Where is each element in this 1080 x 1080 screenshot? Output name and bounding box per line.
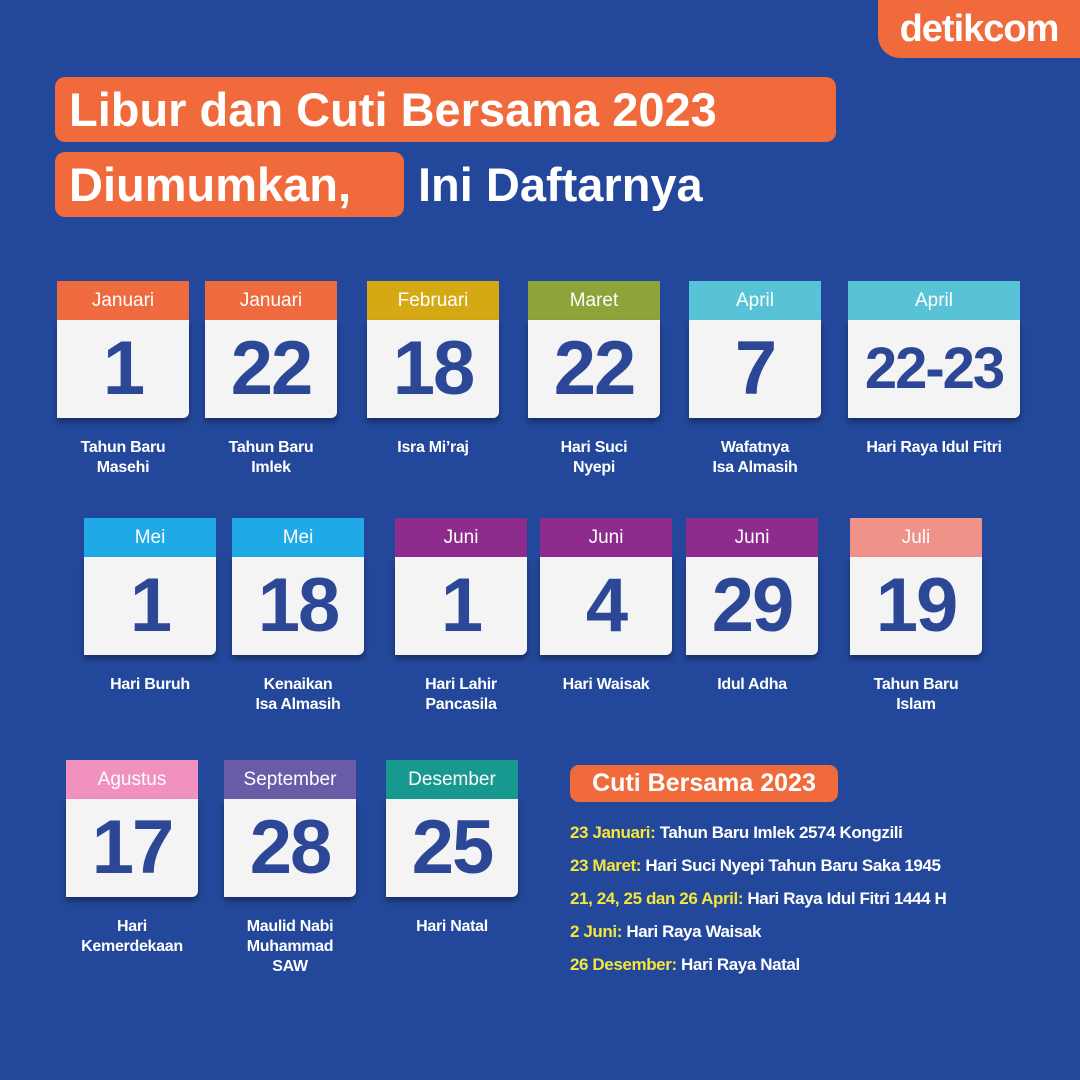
holiday-name: Tahun Baru Masehi — [80, 439, 166, 476]
calendar-month: September — [224, 760, 356, 799]
cuti-date: 23 Maret: — [570, 856, 642, 875]
calendar-day: 19 — [850, 557, 982, 655]
calendar-card: April 22-23 Hari Raya Idul Fitri — [848, 281, 1020, 458]
title-line-2-rest: Ini Daftarnya — [418, 158, 703, 211]
calendar-day: 1 — [84, 557, 216, 655]
calendar-day: 1 — [57, 320, 189, 418]
calendar-card: September 28 Maulid Nabi Muhammad SAW — [224, 760, 356, 977]
detikcom-logo: detikcom — [878, 0, 1080, 58]
cuti-item: 26 Desember: Hari Raya Natal — [570, 955, 946, 988]
calendar-day: 17 — [66, 799, 198, 897]
holiday-name: Tahun Baru Imlek — [228, 439, 314, 476]
calendar-month: Juni — [686, 518, 818, 557]
calendar-month: Februari — [367, 281, 499, 320]
holiday-name: Hari Lahir Pancasila — [425, 676, 497, 713]
calendar-month: Mei — [84, 518, 216, 557]
calendar-day: 28 — [224, 799, 356, 897]
calendar-month: Juni — [540, 518, 672, 557]
holiday-name: Kenaikan Isa Almasih — [255, 676, 341, 713]
calendar-month: Agustus — [66, 760, 198, 799]
cuti-item: 23 Maret: Hari Suci Nyepi Tahun Baru Sak… — [570, 856, 946, 889]
holiday-name: Wafatnya Isa Almasih — [712, 439, 798, 476]
calendar-card: Mei 18 Kenaikan Isa Almasih — [232, 518, 364, 715]
cuti-item: 21, 24, 25 dan 26 April: Hari Raya Idul … — [570, 889, 947, 922]
calendar-card: Februari 18 Isra Mi’raj — [367, 281, 499, 458]
calendar-month: Mei — [232, 518, 364, 557]
cuti-desc: Hari Suci Nyepi Tahun Baru Saka 1945 — [645, 856, 941, 875]
holiday-name: Hari Natal — [416, 918, 488, 935]
cuti-date: 26 Desember: — [570, 955, 677, 974]
calendar-month: Januari — [205, 281, 337, 320]
calendar-month: Maret — [528, 281, 660, 320]
holiday-name: Hari Buruh — [110, 676, 190, 693]
calendar-month: Januari — [57, 281, 189, 320]
cuti-bersama-title: Cuti Bersama 2023 — [570, 765, 838, 802]
calendar-day: 1 — [395, 557, 527, 655]
calendar-day: 7 — [689, 320, 821, 418]
calendar-month: Desember — [386, 760, 518, 799]
title-line-2-highlight: Diumumkan, — [55, 152, 404, 217]
cuti-item: 23 Januari: Tahun Baru Imlek 2574 Kongzi… — [570, 823, 946, 856]
calendar-day: 29 — [686, 557, 818, 655]
calendar-month: April — [689, 281, 821, 320]
calendar-day: 22 — [205, 320, 337, 418]
calendar-day: 4 — [540, 557, 672, 655]
calendar-month: Juni — [395, 518, 527, 557]
cuti-date: 23 Januari: — [570, 823, 656, 842]
calendar-card: Januari 22 Tahun Baru Imlek — [205, 281, 337, 478]
calendar-card: Maret 22 Hari Suci Nyepi — [528, 281, 660, 478]
holiday-name: Isra Mi’raj — [397, 439, 469, 456]
cuti-desc: Tahun Baru Imlek 2574 Kongzili — [659, 823, 903, 842]
holiday-name: Hari Suci Nyepi — [560, 439, 628, 476]
cuti-desc: Hari Raya Waisak — [626, 922, 762, 941]
calendar-card: Januari 1 Tahun Baru Masehi — [57, 281, 189, 478]
holiday-name: Hari Raya Idul Fitri — [866, 439, 1002, 456]
calendar-card: Juni 29 Idul Adha — [686, 518, 818, 695]
cuti-item: 2 Juni: Hari Raya Waisak — [570, 922, 946, 955]
calendar-card: April 7 Wafatnya Isa Almasih — [689, 281, 821, 478]
holiday-name: Tahun Baru Islam — [873, 676, 959, 713]
calendar-card: Mei 1 Hari Buruh — [84, 518, 216, 695]
calendar-day: 22 — [528, 320, 660, 418]
holiday-name: Maulid Nabi Muhammad SAW — [246, 918, 334, 975]
cuti-desc: Hari Raya Natal — [681, 955, 800, 974]
calendar-day: 18 — [232, 557, 364, 655]
calendar-card: Juni 4 Hari Waisak — [540, 518, 672, 695]
calendar-card: Agustus 17 Hari Kemerdekaan — [66, 760, 198, 957]
holiday-name: Hari Waisak — [562, 676, 650, 693]
cuti-bersama-list: 23 Januari: Tahun Baru Imlek 2574 Kongzi… — [570, 823, 947, 988]
holiday-name: Idul Adha — [717, 676, 787, 693]
calendar-month: April — [848, 281, 1020, 320]
cuti-date: 2 Juni: — [570, 922, 622, 941]
cuti-date: 21, 24, 25 dan 26 April: — [570, 889, 744, 908]
cuti-desc: Hari Raya Idul Fitri 1444 H — [747, 889, 947, 908]
calendar-day: 25 — [386, 799, 518, 897]
calendar-card: Juni 1 Hari Lahir Pancasila — [395, 518, 527, 715]
calendar-month: Juli — [850, 518, 982, 557]
title-line-1: Libur dan Cuti Bersama 2023 — [55, 77, 836, 142]
holiday-name: Hari Kemerdekaan — [81, 918, 183, 955]
calendar-card: Desember 25 Hari Natal — [386, 760, 518, 937]
calendar-day: 18 — [367, 320, 499, 418]
calendar-day: 22-23 — [848, 320, 1020, 418]
calendar-card: Juli 19 Tahun Baru Islam — [850, 518, 982, 715]
